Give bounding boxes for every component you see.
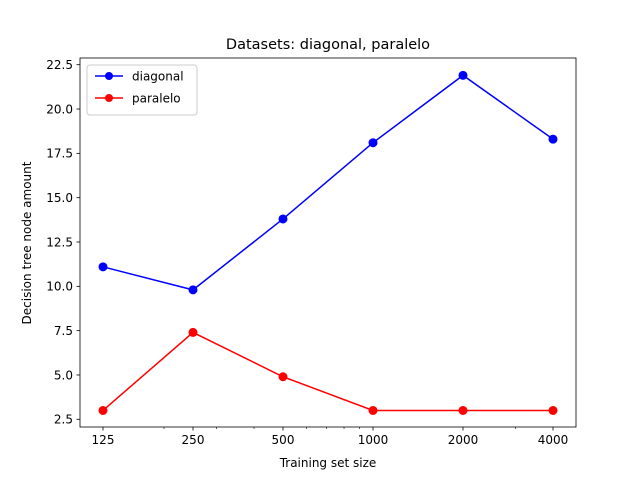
y-tick-label: 15.0 <box>46 191 73 205</box>
axes-frame <box>79 57 577 428</box>
data-point-diagonal-1 <box>188 285 198 295</box>
series-line-paralelo <box>102 331 553 412</box>
legend-marker-paralelo <box>105 94 113 102</box>
legend-box <box>86 64 198 116</box>
x-tick-label: 2000 <box>448 433 479 447</box>
y-tick-label: 20.0 <box>46 102 73 116</box>
data-point-diagonal-4 <box>458 70 468 80</box>
data-point-paralelo-0 <box>98 405 108 415</box>
y-tick-label: 12.5 <box>46 235 73 249</box>
data-point-paralelo-1 <box>188 327 198 337</box>
y-tick-label: 5.0 <box>54 368 73 382</box>
data-point-diagonal-2 <box>278 214 288 224</box>
y-axis-label: Decision tree node amount <box>20 161 34 324</box>
x-tick-label: 4000 <box>538 433 569 447</box>
y-tick-label: 2.5 <box>54 413 73 427</box>
y-tick-label: 22.5 <box>46 58 73 72</box>
data-point-diagonal-5 <box>548 134 558 144</box>
chart-title: Datasets: diagonal, paralelo <box>226 37 430 53</box>
x-tick-label: 250 <box>182 433 205 447</box>
data-point-paralelo-4 <box>458 405 468 415</box>
plot-area <box>98 70 558 415</box>
data-point-diagonal-0 <box>98 262 108 272</box>
y-tick-label: 7.5 <box>54 324 73 338</box>
data-point-paralelo-2 <box>278 372 288 382</box>
axes: 2.5 5.0 7.5 10.0 12.5 15.0 17.5 20.0 22.5 125 250 5… <box>46 57 577 447</box>
legend: diagonal paralelo <box>86 64 198 116</box>
x-axis-label: Training set size <box>279 456 377 470</box>
x-tick-label: 1000 <box>358 433 389 447</box>
legend-marker-diagonal <box>105 72 113 80</box>
y-tick-label: 17.5 <box>46 147 73 161</box>
legend-label-diagonal: diagonal <box>132 69 184 83</box>
y-tick-label: 10.0 <box>46 280 73 294</box>
series-line-diagonal <box>102 74 554 291</box>
data-point-diagonal-3 <box>368 138 378 148</box>
x-tick-label: 500 <box>272 433 295 447</box>
data-point-paralelo-5 <box>548 405 558 415</box>
legend-label-paralelo: paralelo <box>132 91 181 105</box>
x-tick-label: 125 <box>92 433 115 447</box>
data-point-paralelo-3 <box>368 405 378 415</box>
